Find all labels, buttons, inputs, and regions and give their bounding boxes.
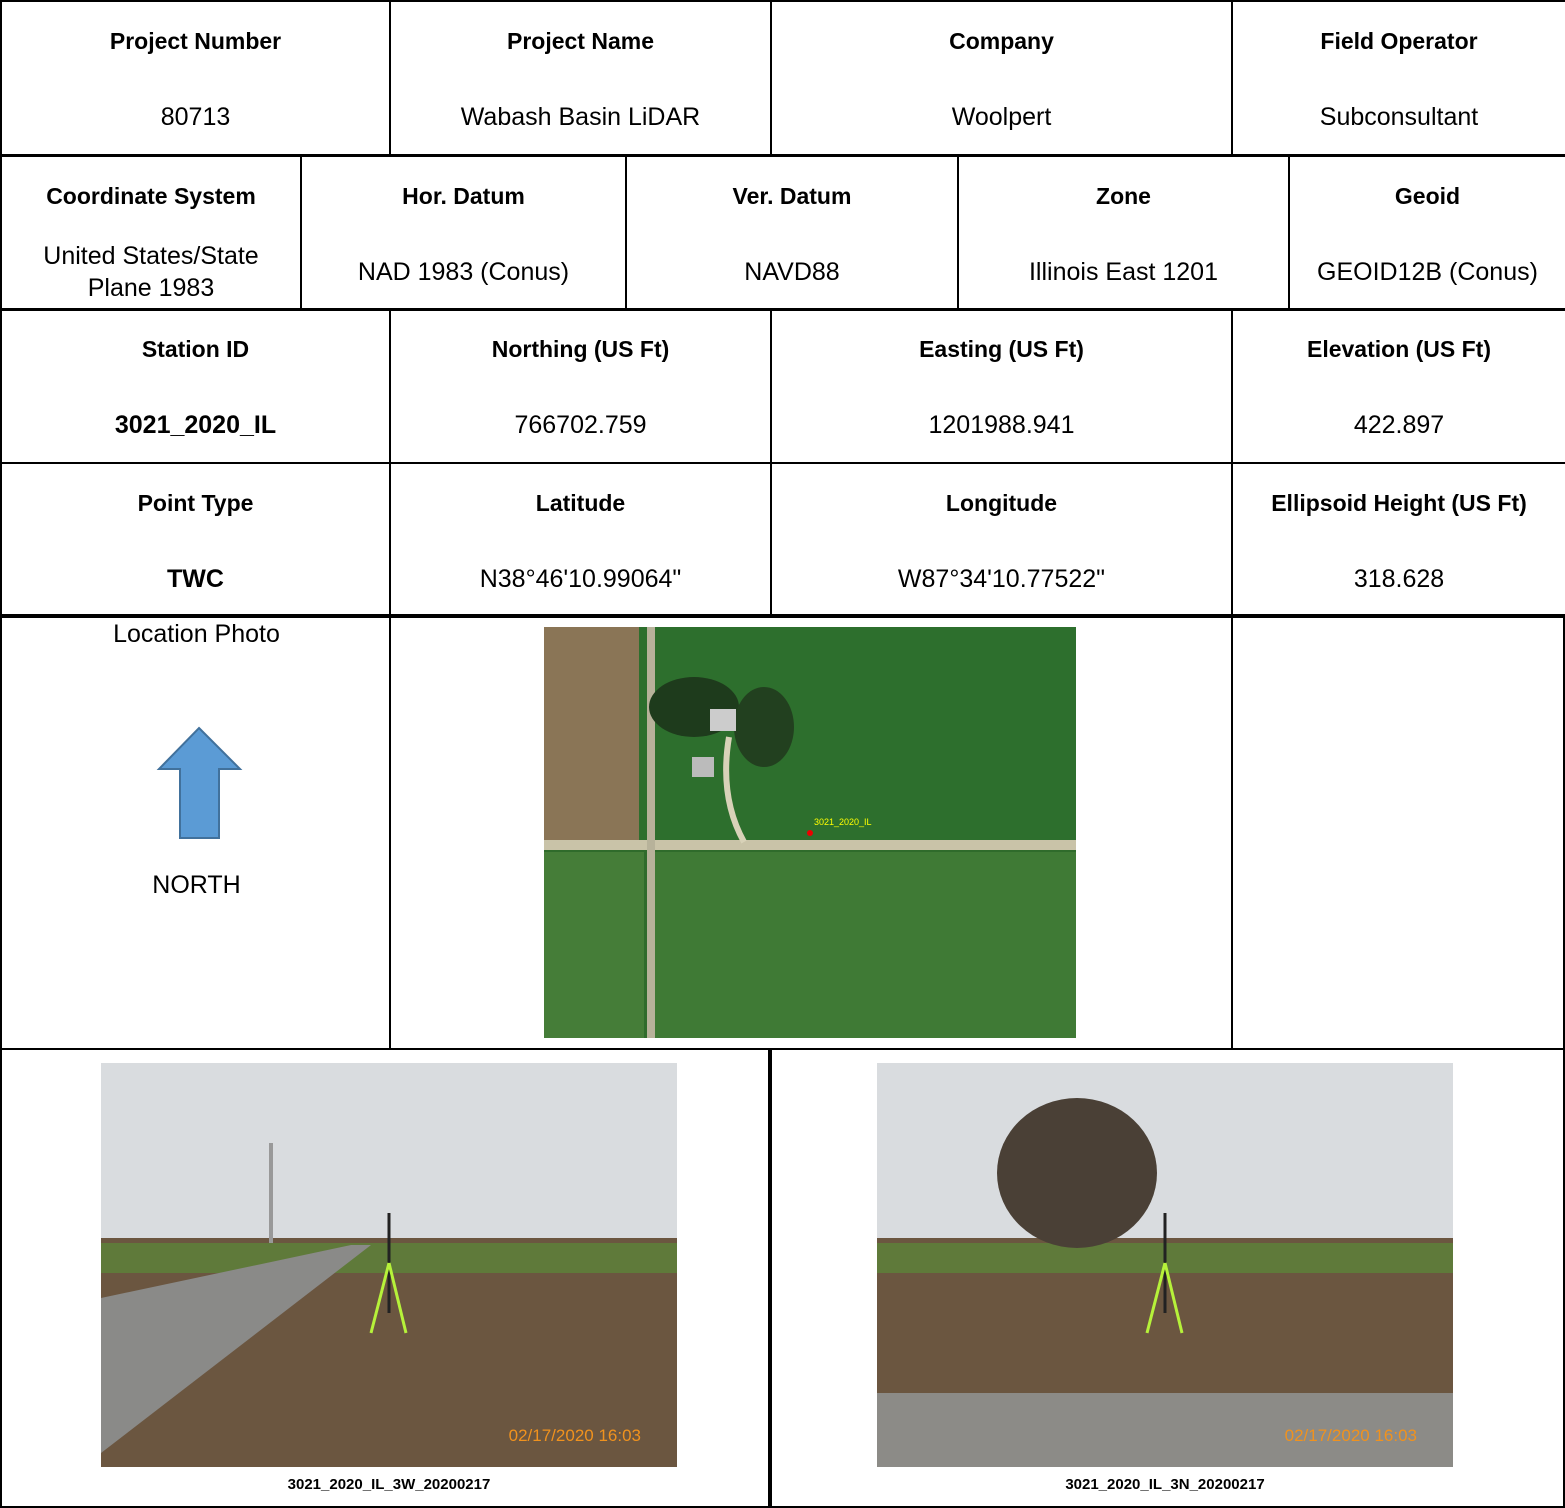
cell-value: W87°34'10.77522" xyxy=(897,564,1106,593)
cell-value: NAVD88 xyxy=(744,257,840,286)
table-cell: Ver. Datum NAVD88 xyxy=(625,155,959,311)
map-label: 3021_2020_IL xyxy=(814,817,872,827)
cell-value: Wabash Basin LiDAR xyxy=(460,102,701,131)
photo-cell: 02/17/2020 16:03 3021_2020_IL_3N_20200217 xyxy=(770,1048,1565,1508)
table-cell: Station ID 3021_2020_IL xyxy=(0,308,391,464)
table-cell: Easting (US Ft) 1201988.941 xyxy=(770,308,1233,464)
cell-value: 766702.759 xyxy=(514,410,647,439)
photo-cell: 02/17/2020 16:03 3021_2020_IL_3W_20200217 xyxy=(0,1048,770,1508)
table-cell: Coordinate System United States/State Pla… xyxy=(0,155,302,311)
cell-label: Company xyxy=(949,27,1054,54)
table-cell: Company Woolpert xyxy=(770,0,1233,156)
photo-caption: 3021_2020_IL_3W_20200217 xyxy=(287,1476,491,1493)
cell-label: Project Number xyxy=(109,27,282,54)
site-photo: 02/17/2020 16:03 xyxy=(877,1063,1453,1467)
cell-label: Easting (US Ft) xyxy=(919,335,1084,362)
cell-label: Latitude xyxy=(535,489,626,516)
cell-label: Elevation (US Ft) xyxy=(1306,335,1491,362)
table-cell: Elevation (US Ft) 422.897 xyxy=(1231,308,1565,464)
cell-label: Hor. Datum xyxy=(402,182,525,209)
table-cell: Point Type TWC xyxy=(0,462,391,618)
cell-label: Northing (US Ft) xyxy=(491,335,670,362)
cell-label: Project Name xyxy=(506,27,654,54)
cell-label: Geoid xyxy=(1394,182,1461,209)
cell-value: United States/State Plane 1983 xyxy=(43,241,259,303)
cell-value: Illinois East 1201 xyxy=(1028,257,1218,286)
table-cell: Geoid GEOID12B (Conus) xyxy=(1288,155,1565,311)
cell-label: Point Type xyxy=(137,489,254,516)
cell-label: Ellipsoid Height (US Ft) xyxy=(1271,489,1527,516)
north-label: NORTH xyxy=(152,871,241,899)
cell-label: Field Operator xyxy=(1320,27,1478,54)
table-cell: Northing (US Ft) 766702.759 xyxy=(389,308,772,464)
map-cell: 3021_2020_IL xyxy=(389,614,1233,1050)
cell-value: 3021_2020_IL xyxy=(114,410,277,439)
photo-timestamp: 02/17/2020 16:03 xyxy=(1285,1426,1417,1445)
cell-value: 318.628 xyxy=(1353,564,1445,593)
table-cell: Project Name Wabash Basin LiDAR xyxy=(389,0,772,156)
table-cell: Field Operator Subconsultant xyxy=(1231,0,1565,156)
cell-value: Woolpert xyxy=(951,102,1052,131)
cell-value: 1201988.941 xyxy=(928,410,1075,439)
cell-value: Subconsultant xyxy=(1319,102,1479,131)
cell-value: NAD 1983 (Conus) xyxy=(357,257,570,286)
north-arrow xyxy=(156,726,243,839)
cell-label: Station ID xyxy=(141,335,250,362)
location-label: Location Photo xyxy=(113,620,280,648)
location-cell: Location Photo NORTH xyxy=(0,614,391,1050)
cell-label: Longitude xyxy=(945,489,1058,516)
photo-timestamp: 02/17/2020 16:03 xyxy=(509,1426,641,1445)
table-cell: Zone Illinois East 1201 xyxy=(957,155,1290,311)
table-cell: Project Number 80713 xyxy=(0,0,391,156)
cell-value: GEOID12B (Conus) xyxy=(1317,257,1538,286)
cell-value: TWC xyxy=(167,564,224,593)
photo-caption: 3021_2020_IL_3N_20200217 xyxy=(1065,1476,1265,1493)
empty-cell xyxy=(1231,614,1565,1050)
cell-label: Coordinate System xyxy=(46,182,256,209)
site-photo: 02/17/2020 16:03 xyxy=(101,1063,677,1467)
cell-value: 422.897 xyxy=(1353,410,1445,439)
table-cell: Longitude W87°34'10.77522" xyxy=(770,462,1233,618)
cell-label: Ver. Datum xyxy=(732,182,852,209)
table-cell: Ellipsoid Height (US Ft) 318.628 xyxy=(1231,462,1565,618)
aerial-map: 3021_2020_IL xyxy=(544,627,1076,1038)
cell-value: N38°46'10.99064" xyxy=(479,564,682,593)
cell-value: 80713 xyxy=(160,102,231,131)
table-cell: Latitude N38°46'10.99064" xyxy=(389,462,772,618)
cell-label: Zone xyxy=(1096,182,1151,209)
table-cell: Hor. Datum NAD 1983 (Conus) xyxy=(300,155,627,311)
